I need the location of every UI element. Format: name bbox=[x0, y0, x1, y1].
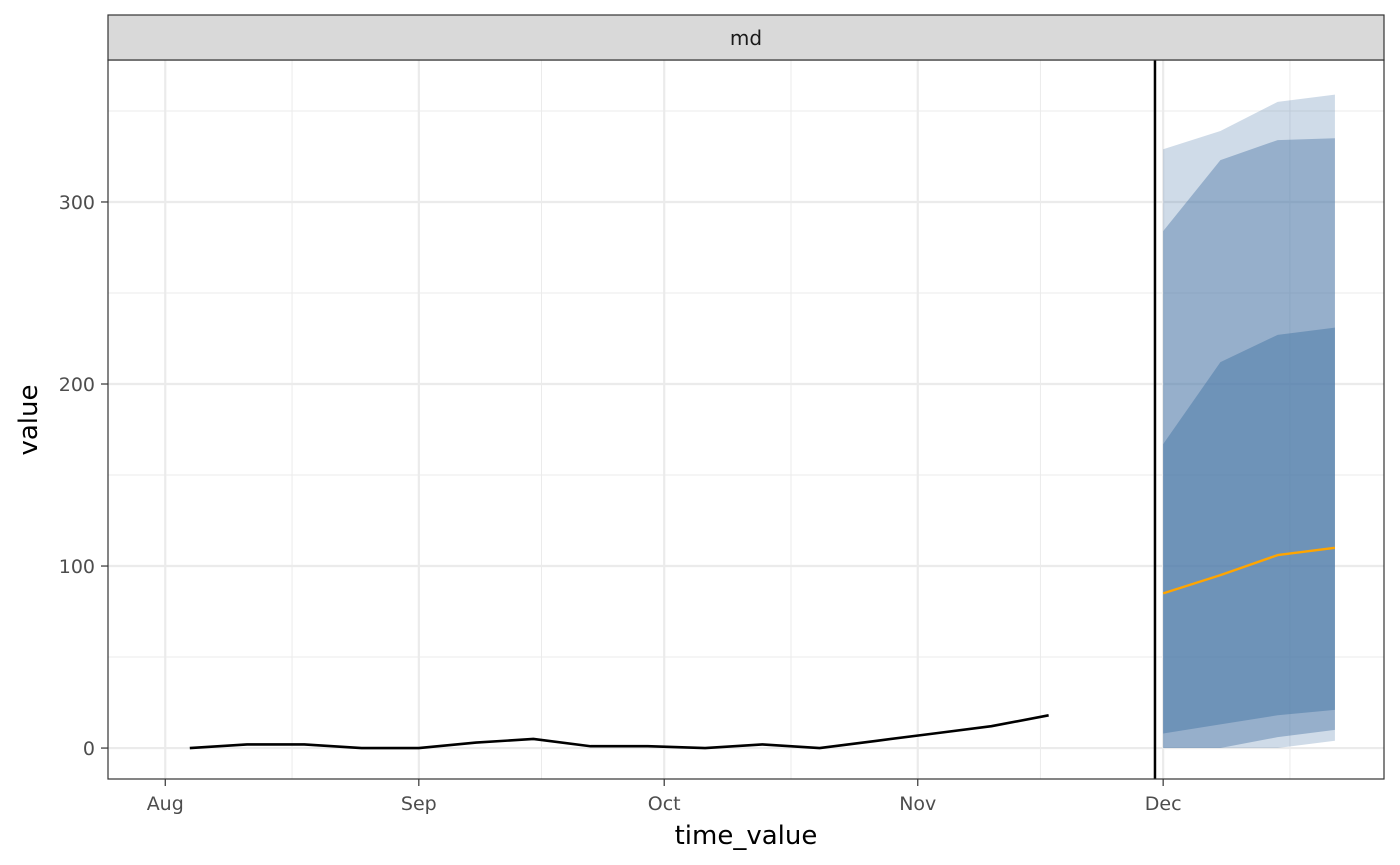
axis-ticks: Aug Sep Oct Nov Dec 0 100 200 300 bbox=[59, 192, 1182, 815]
series-lines bbox=[189, 546, 1336, 750]
y-tick-label: 200 bbox=[59, 374, 95, 396]
x-tick-label: Dec bbox=[1145, 793, 1182, 815]
y-tick-label: 100 bbox=[59, 556, 95, 578]
x-tick-label: Nov bbox=[899, 793, 936, 815]
x-axis-title: time_value bbox=[675, 821, 818, 851]
facet-strip-background bbox=[107, 14, 1385, 61]
observed-series-line bbox=[189, 714, 1049, 750]
forecast-band-3 bbox=[1163, 327, 1335, 734]
y-tick-label: 300 bbox=[59, 192, 95, 214]
facet-strip: md bbox=[107, 14, 1385, 61]
facet-strip-label: md bbox=[730, 26, 762, 50]
x-tick-label: Aug bbox=[147, 793, 184, 815]
y-tick-label: 0 bbox=[83, 738, 95, 760]
forecast-median-line bbox=[1162, 546, 1336, 595]
forecast-bands bbox=[1163, 94, 1335, 749]
x-tick-label: Sep bbox=[401, 793, 437, 815]
major-gridlines bbox=[108, 60, 1384, 779]
x-tick-label: Oct bbox=[648, 793, 681, 815]
y-axis-title: value bbox=[14, 384, 44, 455]
